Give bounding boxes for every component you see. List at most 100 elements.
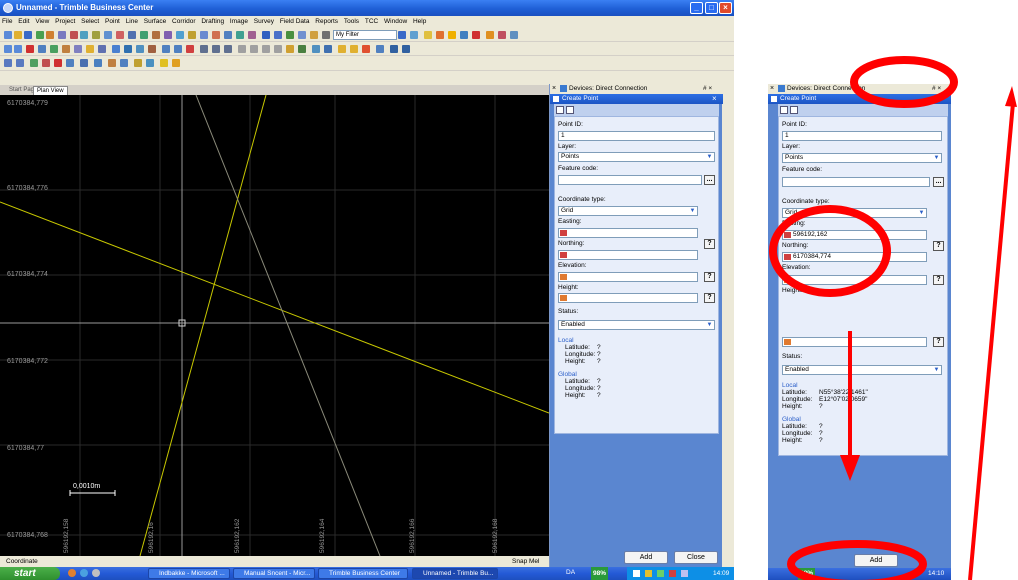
sync-icon[interactable] — [681, 570, 688, 577]
label-c-icon[interactable] — [362, 45, 370, 53]
zoom-window-icon[interactable] — [186, 45, 194, 53]
volume-icon[interactable] — [645, 570, 652, 577]
draw-arc-icon[interactable] — [120, 59, 128, 67]
intersect-icon[interactable] — [54, 59, 62, 67]
filter-tool-icon[interactable] — [188, 31, 196, 39]
menu-view[interactable]: View — [35, 18, 50, 25]
pin-icon[interactable]: # × — [932, 85, 942, 92]
menu-tcc[interactable]: TCC — [364, 18, 379, 25]
plan-icon[interactable] — [262, 31, 270, 39]
label-a-icon[interactable] — [338, 45, 346, 53]
instrument-icon[interactable] — [324, 45, 332, 53]
quicklaunch-icon[interactable] — [68, 569, 76, 577]
menu-file[interactable]: File — [2, 18, 13, 25]
3d-icon[interactable] — [286, 31, 294, 39]
help-button[interactable]: ? — [933, 241, 944, 251]
options-icon[interactable] — [556, 106, 564, 114]
browser-icon[interactable] — [80, 569, 88, 577]
plan-view[interactable]: 6170384,779 6170384,776 6170384,774 6170… — [0, 95, 549, 556]
pick-height-icon[interactable] — [784, 339, 791, 345]
measure-icon[interactable] — [164, 31, 172, 39]
highlight-icon[interactable] — [436, 31, 444, 39]
layout-icon[interactable] — [790, 106, 798, 114]
feature-code-browse-button[interactable]: ... — [704, 175, 715, 185]
explorer-icon[interactable] — [92, 569, 100, 577]
new-icon[interactable] — [4, 31, 12, 39]
grid-icon[interactable] — [152, 31, 160, 39]
pick-elevation-icon[interactable] — [560, 274, 567, 280]
menu-field-data[interactable]: Field Data — [279, 18, 310, 25]
menu-select[interactable]: Select — [81, 18, 100, 25]
layer-icon[interactable] — [140, 31, 148, 39]
cursor-icon[interactable] — [238, 45, 246, 53]
zoom-out-icon[interactable] — [174, 45, 182, 53]
funnel-icon[interactable] — [410, 31, 418, 39]
snap-point-icon[interactable] — [286, 45, 294, 53]
menu-survey[interactable]: Survey — [253, 18, 275, 25]
filter-select[interactable]: My Filter — [333, 30, 397, 40]
start-button[interactable]: start — [0, 567, 60, 580]
table-icon[interactable] — [224, 31, 232, 39]
pick-elevation-icon[interactable] — [784, 277, 791, 283]
bearing-icon[interactable] — [30, 59, 38, 67]
tree-icon[interactable] — [298, 45, 306, 53]
feature-code-input[interactable] — [782, 177, 930, 187]
survey-icon[interactable] — [312, 45, 320, 53]
text-icon[interactable] — [94, 59, 102, 67]
view-filter-icon[interactable] — [98, 45, 106, 53]
highlight-tool-icon[interactable] — [172, 59, 180, 67]
snap-icon[interactable] — [424, 31, 432, 39]
tool-icon[interactable] — [58, 31, 66, 39]
close-icon[interactable]: × — [552, 85, 557, 92]
options-icon[interactable] — [780, 106, 788, 114]
northing-input[interactable] — [558, 250, 698, 260]
close-panel-button[interactable]: Close — [674, 551, 718, 564]
help-button[interactable]: ? — [933, 275, 944, 285]
menu-line[interactable]: Line — [125, 18, 138, 25]
feature-code-browse-button[interactable]: ... — [933, 177, 944, 187]
point-id-input[interactable]: 1 — [558, 131, 715, 141]
calc-icon[interactable] — [80, 59, 88, 67]
update-icon[interactable] — [669, 570, 676, 577]
tab-plan-view[interactable]: Plan View — [33, 86, 68, 95]
gray-line[interactable] — [195, 95, 381, 556]
select-icon[interactable] — [176, 31, 184, 39]
lightbulb-icon[interactable] — [86, 45, 94, 53]
open-icon[interactable] — [14, 31, 22, 39]
coordinate-type-select[interactable]: Grid ▼ — [558, 206, 698, 216]
height-input[interactable] — [558, 293, 698, 303]
network-icon[interactable] — [633, 570, 640, 577]
minimize-button[interactable]: _ — [690, 2, 703, 14]
security-icon[interactable] — [657, 570, 664, 577]
refresh-icon[interactable] — [200, 31, 208, 39]
orbit-icon[interactable] — [74, 45, 82, 53]
coordinate-type-select[interactable]: Grid ▼ — [782, 208, 927, 218]
select-box-icon[interactable] — [124, 45, 132, 53]
settings-icon[interactable] — [322, 31, 330, 39]
cogo-icon[interactable] — [4, 59, 12, 67]
arrow-icon[interactable] — [472, 31, 480, 39]
elevation-input[interactable] — [558, 272, 698, 282]
angle-icon[interactable] — [498, 31, 506, 39]
crosshair-icon[interactable] — [250, 45, 258, 53]
taskbar-item[interactable]: Indbakke - Microsoft ... — [148, 568, 230, 579]
filter-dropdown-icon[interactable] — [398, 31, 406, 39]
select-all-icon[interactable] — [112, 45, 120, 53]
status-snap[interactable]: Snap Mel — [512, 558, 540, 565]
edit-icon[interactable] — [160, 59, 168, 67]
pick-point-icon[interactable] — [560, 252, 567, 258]
maximize-button[interactable]: □ — [705, 2, 718, 14]
filter-toggle-icon[interactable] — [310, 31, 318, 39]
help-button[interactable]: ? — [933, 337, 944, 347]
language-indicator[interactable]: DA — [566, 569, 576, 576]
elevation-input[interactable] — [782, 275, 927, 285]
flag-icon[interactable] — [460, 31, 468, 39]
pin-icon[interactable]: # × — [703, 85, 713, 92]
menu-edit[interactable]: Edit — [18, 18, 30, 25]
ortho-icon[interactable] — [212, 45, 220, 53]
point-id-input[interactable]: 1 — [782, 131, 942, 141]
menu-point[interactable]: Point — [105, 18, 120, 25]
profile-icon[interactable] — [274, 31, 282, 39]
easting-input[interactable]: 596192,162 — [782, 230, 927, 240]
user-icon[interactable] — [390, 45, 398, 53]
